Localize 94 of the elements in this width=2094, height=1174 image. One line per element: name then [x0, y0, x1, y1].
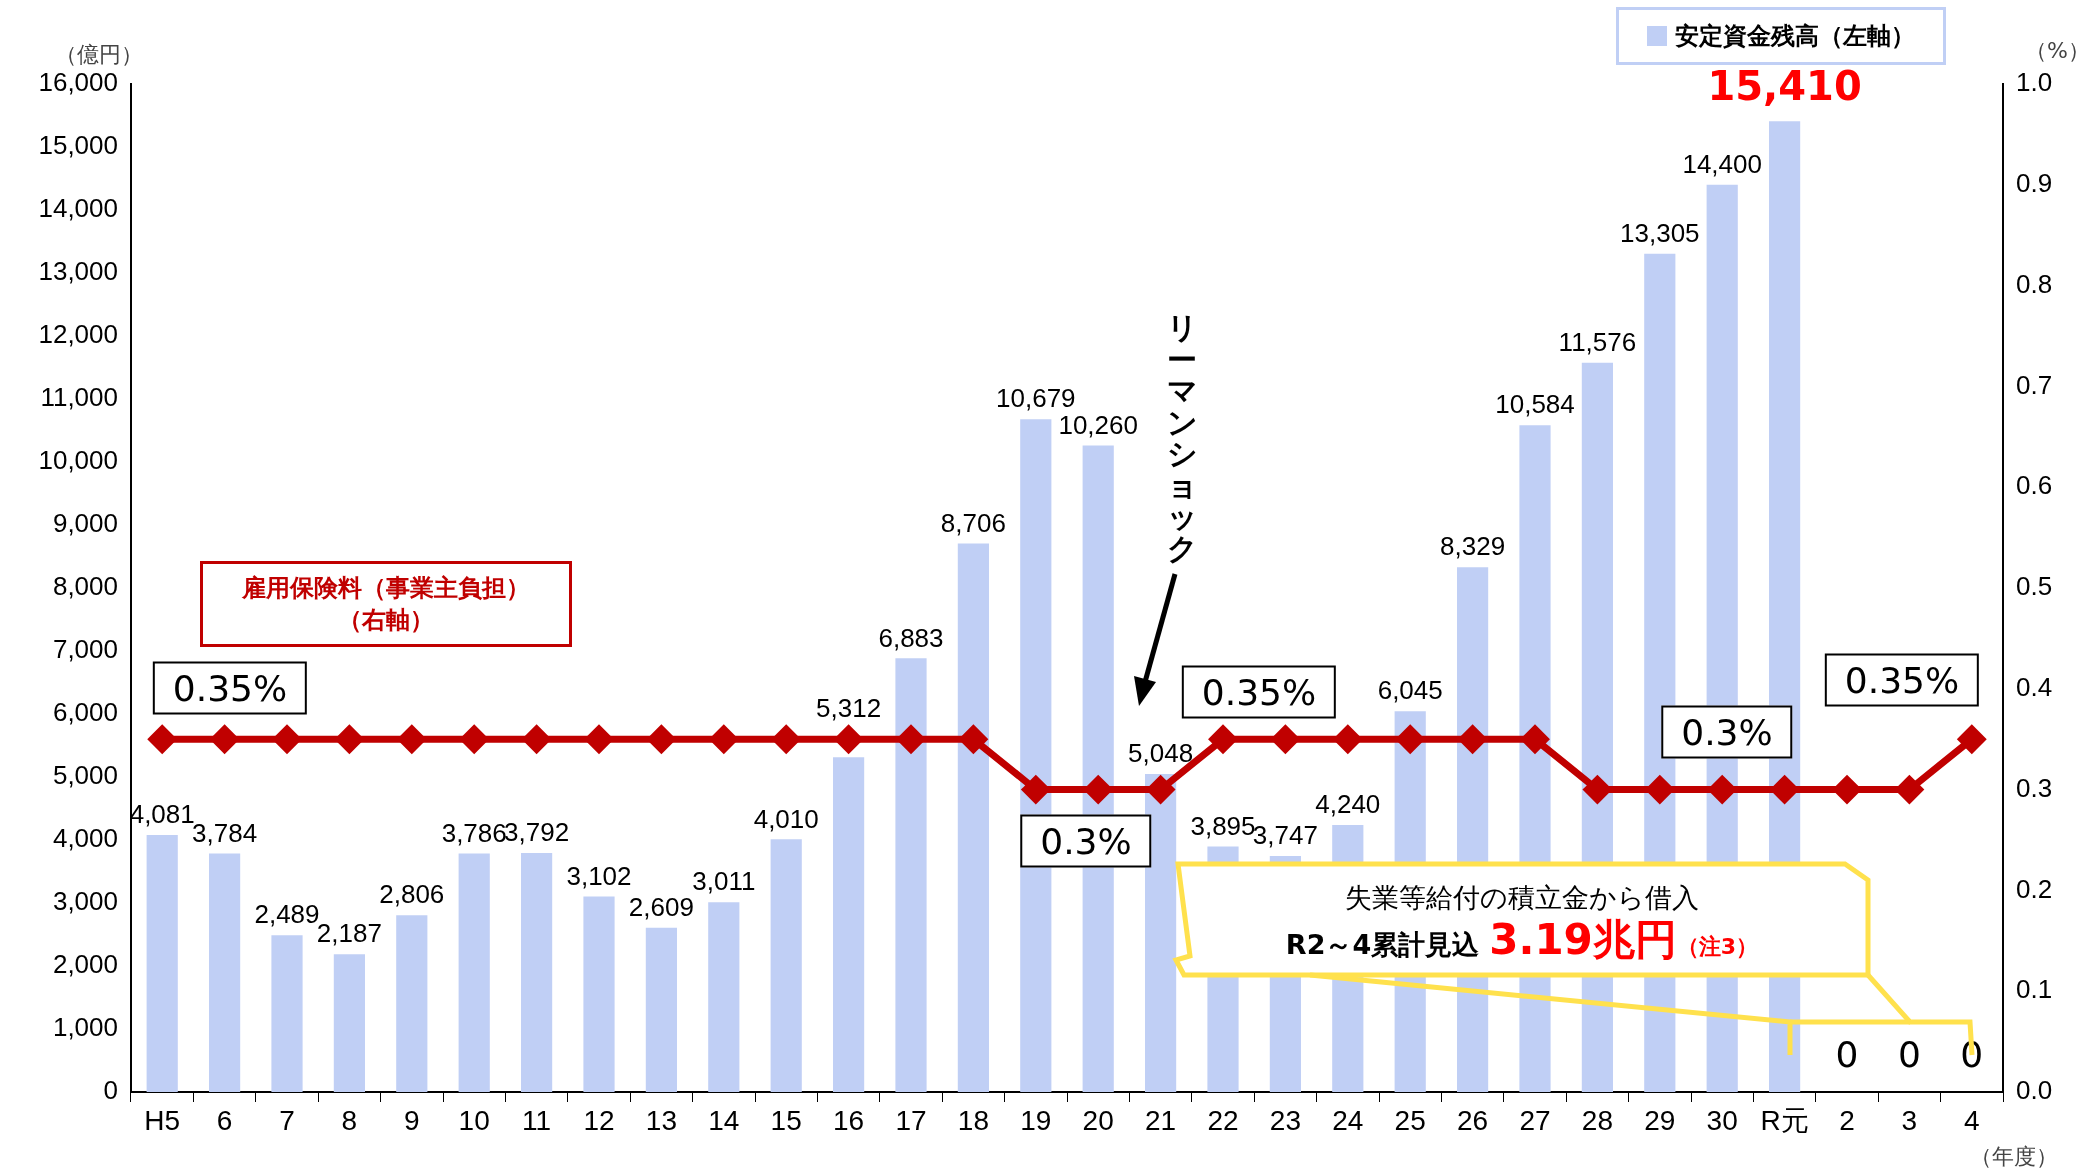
y-tick-label: 15,000: [38, 130, 118, 161]
y2-tick-label: 1.0: [2016, 67, 2053, 98]
x-tick-label: 19: [1020, 1104, 1052, 1136]
x-tick-label: 20: [1082, 1104, 1114, 1136]
x-tick-label: 3: [1901, 1104, 1918, 1136]
data-label: 2,609: [628, 891, 694, 922]
y-tick-label: 10,000: [38, 445, 118, 476]
annotation: 0.3%: [1661, 705, 1793, 759]
y-tick-label: 1,000: [52, 1012, 118, 1043]
data-label: 10,584: [1495, 389, 1575, 420]
x-tick-label: 9: [404, 1104, 420, 1136]
data-label: 2,806: [379, 879, 445, 910]
annotation: 失業等給付の積立金から借入: [1345, 881, 1699, 915]
y2-tick-label: 0.4: [2016, 671, 2053, 702]
x-tick-label: 22: [1207, 1104, 1239, 1136]
y-tick-label: 0: [103, 1075, 118, 1106]
y2-tick-label: 0.3: [2016, 772, 2053, 803]
annotation: 3.19兆円: [1489, 915, 1677, 964]
x-tick-label: 23: [1269, 1104, 1301, 1136]
data-label: 11,576: [1558, 326, 1637, 357]
y2-tick-label: 0.6: [2016, 470, 2053, 501]
y-tick-label: 9,000: [52, 508, 118, 539]
data-label: 8,329: [1440, 531, 1506, 562]
annotation: 0.35%: [152, 661, 308, 715]
data-label: 6,045: [1377, 675, 1443, 706]
x-tick-label: 7: [279, 1104, 295, 1136]
text: （%）: [2025, 37, 2090, 65]
y-tick-label: 8,000: [52, 571, 118, 602]
y2-tick-label: 0.7: [2016, 369, 2053, 400]
x-tick-label: 18: [957, 1104, 989, 1136]
data-label: 13,305: [1620, 217, 1700, 248]
y2-tick-label: 0.9: [2016, 167, 2053, 198]
y-tick-label: 7,000: [52, 634, 118, 665]
x-tick-label: 26: [1457, 1104, 1489, 1136]
y-tick-label: 2,000: [52, 949, 118, 980]
x-tick-label: 11: [522, 1104, 552, 1136]
x-tick-label: R元: [1760, 1104, 1809, 1136]
x-tick-label: 21: [1145, 1104, 1177, 1136]
y-tick-label: 3,000: [52, 886, 118, 917]
data-label: 3,792: [504, 817, 570, 848]
x-tick-label: 16: [833, 1104, 865, 1136]
annotation: 0.35%: [1824, 653, 1980, 707]
annotation: （注3）: [1676, 934, 1759, 959]
x-tick-label: 13: [645, 1104, 677, 1136]
data-label: 3,011: [692, 866, 756, 897]
y-tick-label: 13,000: [38, 256, 118, 287]
x-tick-label: 14: [708, 1104, 740, 1136]
data-label: 0: [1897, 1034, 1921, 1076]
y2-tick-label: 0.8: [2016, 268, 2053, 299]
data-label: 8,706: [940, 507, 1006, 538]
legend-label: 安定資金残高（左軸）: [1675, 22, 1915, 50]
y-tick-label: 11,000: [40, 382, 118, 413]
data-label: 3,786: [441, 817, 507, 848]
x-tick-label: 17: [895, 1104, 927, 1136]
annotation: R2～4累計見込: [1285, 929, 1480, 960]
data-label: 3,102: [566, 860, 632, 891]
x-tick-label: 8: [341, 1104, 358, 1136]
x-tick-label: 6: [216, 1104, 233, 1136]
x-tick-label: 15: [770, 1104, 802, 1136]
x-tick-label: 25: [1394, 1104, 1426, 1136]
annotation: 0.3%: [1020, 814, 1152, 868]
data-label: 4,240: [1315, 789, 1381, 820]
y-tick-label: 6,000: [52, 697, 118, 728]
x-tick-label: 30: [1706, 1104, 1738, 1136]
y-tick-label: 4,000: [52, 823, 118, 854]
x-tick-label: 2: [1839, 1104, 1855, 1136]
data-label: 5,312: [816, 693, 882, 724]
text: 雇用保険料（事業主負担）（右軸）: [200, 561, 572, 647]
annotation: 0.35%: [1181, 665, 1337, 719]
text: （年度）: [1970, 1143, 2058, 1171]
y2-tick-label: 0.0: [2016, 1075, 2053, 1106]
y-tick-label: 16,000: [38, 67, 118, 98]
x-tick-label: 12: [583, 1104, 615, 1136]
x-tick-label: 29: [1644, 1104, 1676, 1136]
y2-tick-label: 0.1: [2016, 974, 2053, 1005]
x-tick-label: 27: [1519, 1104, 1551, 1136]
y2-tick-label: 0.5: [2016, 571, 2053, 602]
x-tick-label: 28: [1581, 1104, 1613, 1136]
y-tick-label: 14,000: [38, 193, 118, 224]
y-tick-label: 12,000: [38, 319, 118, 350]
data-label: 15,410: [1707, 62, 1862, 109]
x-tick-label: 10: [458, 1104, 490, 1136]
x-tick-label: 4: [1964, 1104, 1980, 1136]
y2-tick-label: 0.2: [2016, 873, 2053, 904]
text: （億円）: [55, 42, 143, 67]
y-tick-label: 5,000: [52, 760, 118, 791]
data-label: 0: [1835, 1034, 1859, 1076]
data-label: 5,048: [1128, 738, 1194, 769]
x-tick-label: H5: [144, 1104, 181, 1136]
annotation: リーマンショック: [1166, 310, 1198, 566]
data-label: 6,883: [878, 622, 944, 653]
data-label: 14,400: [1682, 148, 1762, 179]
data-label: 4,010: [753, 803, 819, 834]
x-tick-label: 24: [1332, 1104, 1364, 1136]
